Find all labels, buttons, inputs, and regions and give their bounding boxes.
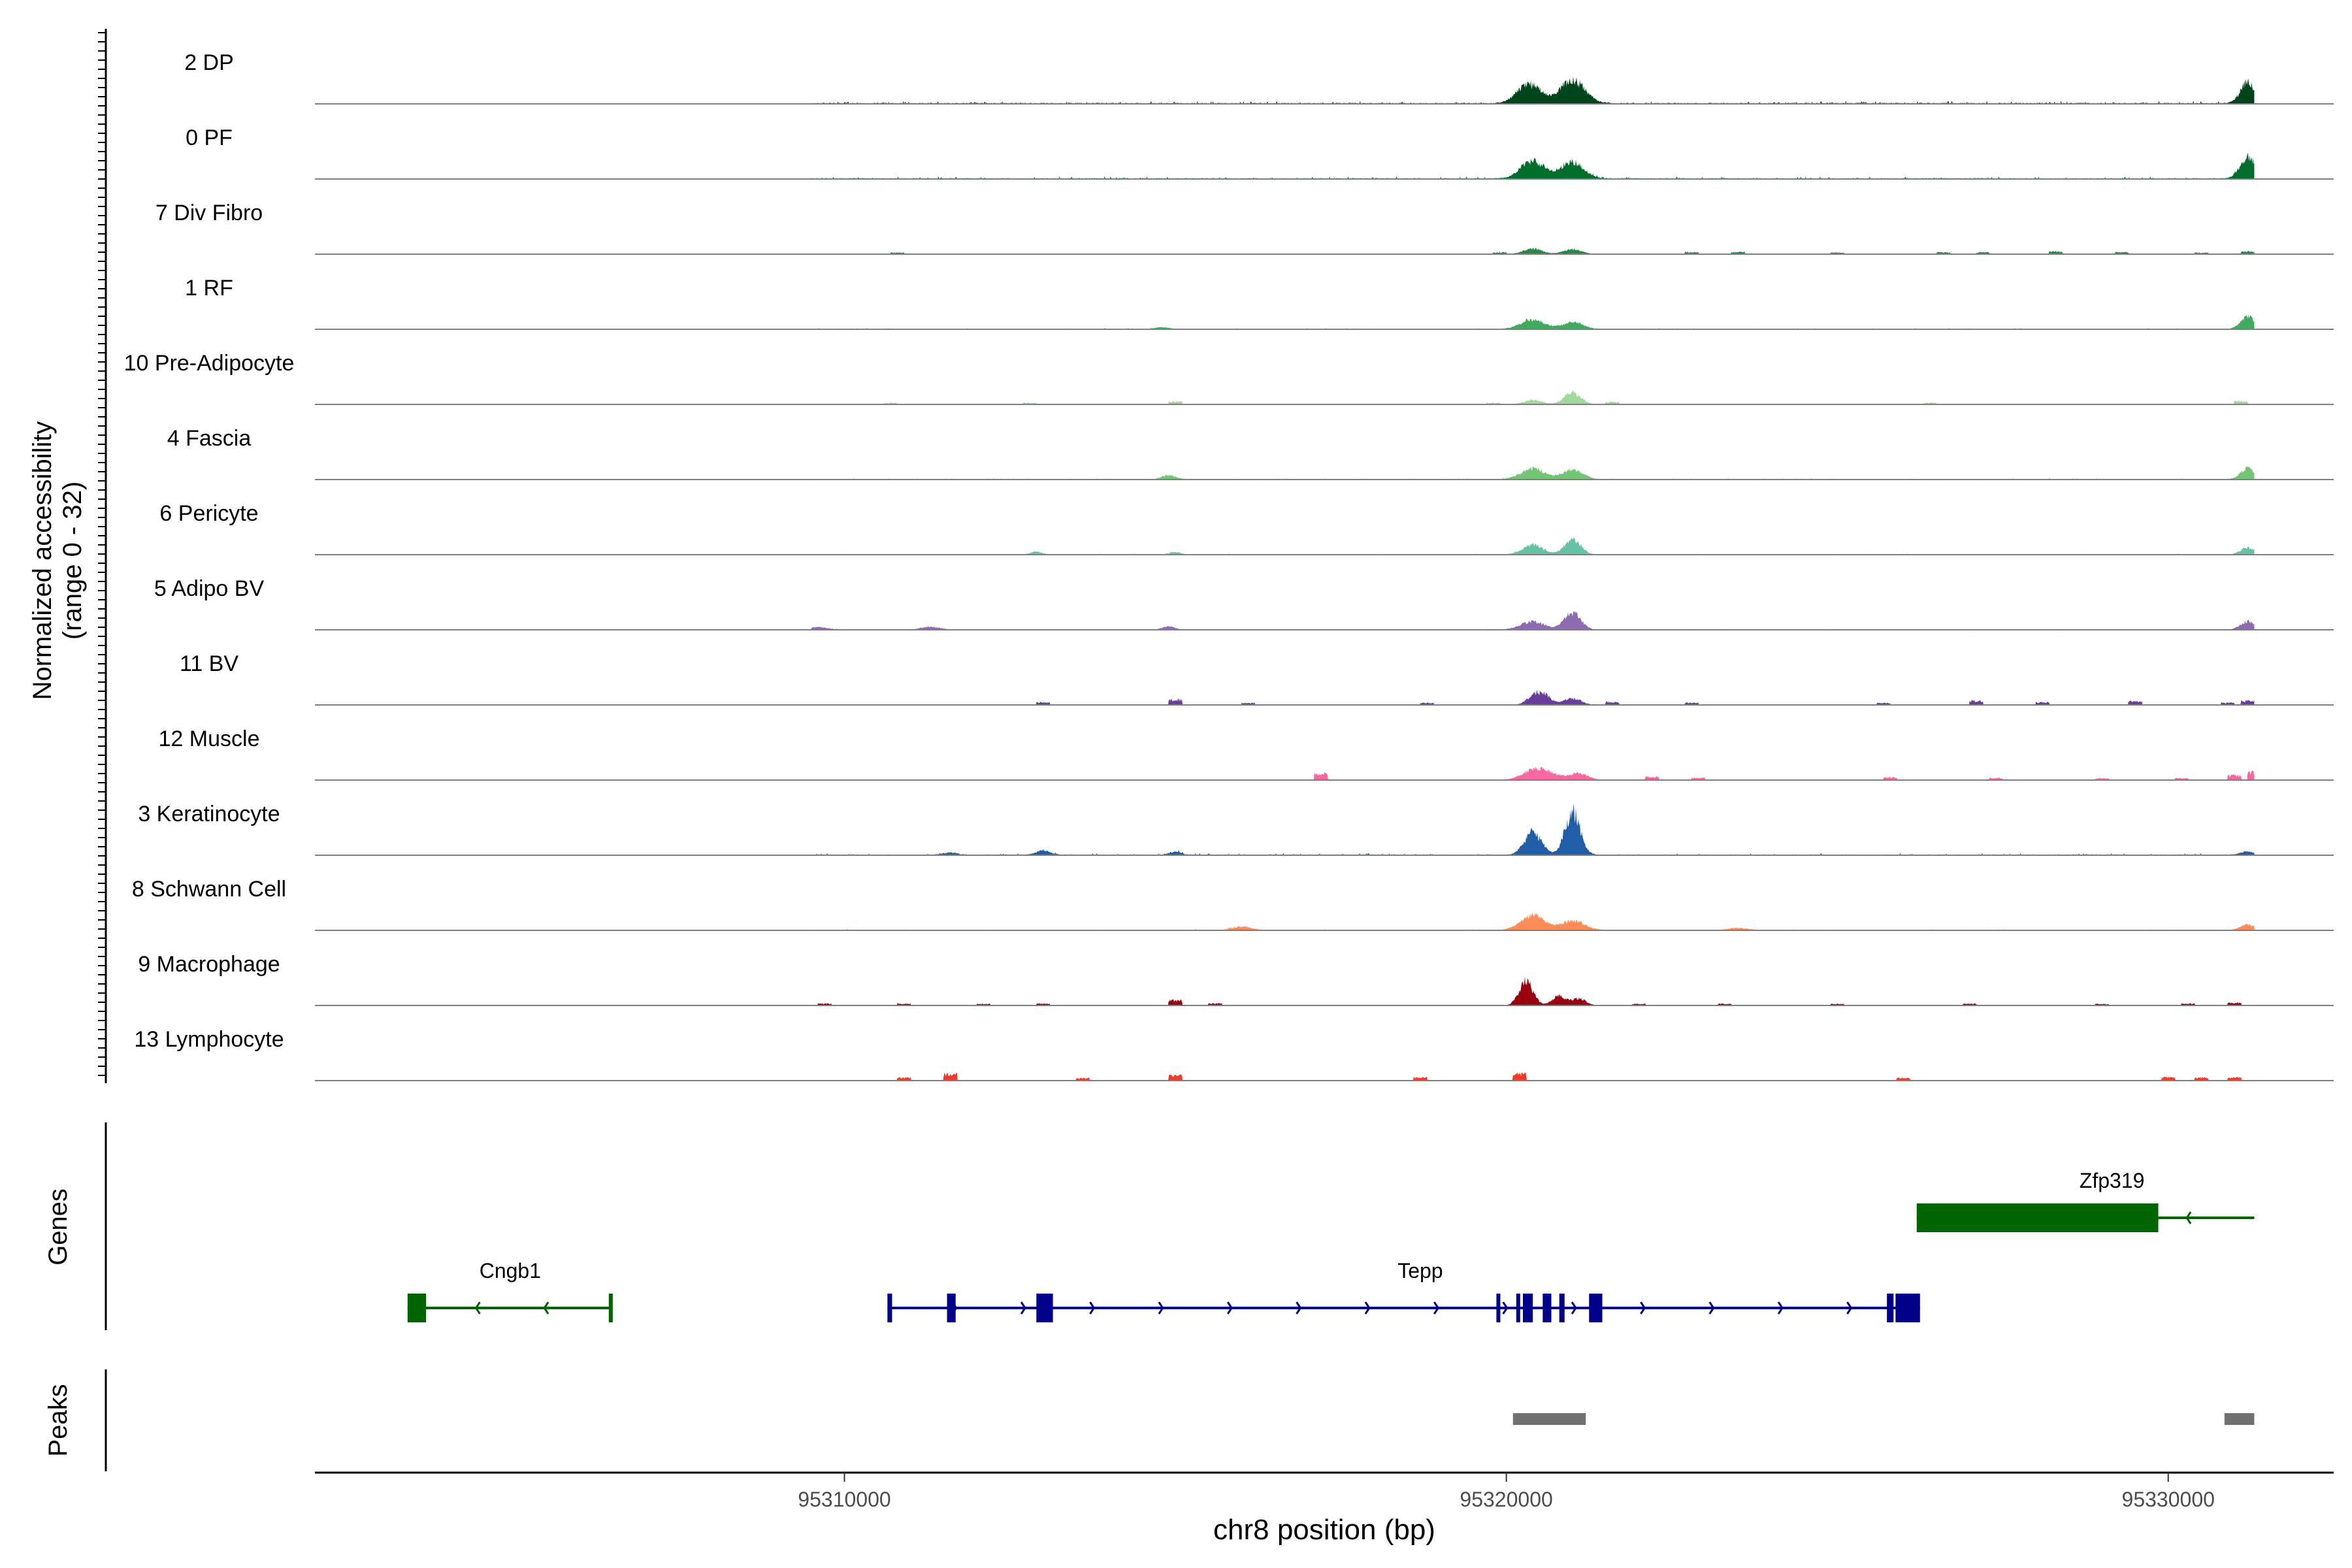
track-11: 8 Schwann Cell <box>132 877 2334 931</box>
strand-arrow <box>1433 1301 1440 1315</box>
y-axis-label-range: (range 0 - 32) <box>58 482 87 640</box>
peak-region <box>2224 1413 2255 1425</box>
gene-label: Tepp <box>1397 1259 1443 1282</box>
track-8: 11 BV <box>180 651 2334 706</box>
strand-arrow <box>543 1301 549 1315</box>
gene-annotation-track: Cngb1 Tepp Zfp319 <box>407 1169 2255 1322</box>
strand-arrow <box>1089 1301 1096 1315</box>
track-10: 3 Keratinocyte <box>138 802 2334 856</box>
coverage-area <box>811 689 2255 705</box>
coverage-area <box>811 611 2255 630</box>
exon <box>608 1294 613 1322</box>
coverage-area <box>811 248 2255 254</box>
coverage-area <box>811 976 2255 1005</box>
track-label: 13 Lymphocyte <box>134 1027 284 1052</box>
strand-arrow <box>1708 1301 1715 1315</box>
gene-cngb1: Cngb1 <box>407 1259 613 1322</box>
track-label: 1 RF <box>185 276 233 301</box>
coverage-area <box>811 76 2255 104</box>
exon <box>1589 1294 1603 1322</box>
track-0: 2 DP <box>184 50 2334 105</box>
track-1: 0 PF <box>186 125 2334 180</box>
exon <box>1559 1294 1565 1322</box>
exon <box>1916 1203 2159 1232</box>
coverage-area <box>811 911 2255 930</box>
x-tick-label: 95320000 <box>1460 1488 1552 1511</box>
genes-panel-label: Genes <box>44 1188 73 1266</box>
strand-arrow <box>1640 1301 1646 1315</box>
track-label: 0 PF <box>186 125 233 150</box>
track-label: 3 Keratinocyte <box>138 802 280 826</box>
coverage-area <box>811 314 2255 329</box>
track-13: 13 Lymphocyte <box>134 1027 2334 1081</box>
track-4: 10 Pre-Adipocyte <box>124 351 2334 405</box>
coverage-area <box>811 389 2255 404</box>
exon <box>407 1294 427 1322</box>
strand-arrow <box>1571 1301 1577 1315</box>
track-label: 11 BV <box>180 651 238 676</box>
y-axis-label: Normalized accessibility <box>28 421 57 700</box>
axes: Normalized accessibility (range 0 - 32) … <box>28 29 2334 1546</box>
track-9: 12 Muscle <box>159 727 2334 781</box>
track-label: 6 Pericyte <box>159 501 258 526</box>
exon <box>947 1294 956 1322</box>
gene-zfp319: Zfp319 <box>1916 1169 2255 1232</box>
coverage-area <box>811 152 2255 179</box>
exon <box>1516 1294 1520 1322</box>
exon <box>1887 1294 1894 1322</box>
track-label: 4 Fascia <box>167 426 252 451</box>
x-axis-label: chr8 position (bp) <box>1213 1514 1435 1546</box>
strand-arrow <box>1020 1301 1026 1315</box>
strand-arrow <box>474 1301 481 1315</box>
peaks-panel-label: Peaks <box>44 1384 73 1456</box>
exon <box>1036 1294 1053 1322</box>
track-7: 5 Adipo BV <box>154 576 2334 630</box>
track-label: 10 Pre-Adipocyte <box>124 351 295 376</box>
gene-label: Cngb1 <box>480 1259 541 1282</box>
peaks-track <box>1512 1413 2255 1425</box>
exon <box>1543 1294 1552 1322</box>
exon <box>887 1294 892 1322</box>
coverage-area <box>811 766 2255 780</box>
x-tick-label: 95330000 <box>2122 1488 2215 1511</box>
track-2: 7 Div Fibro <box>155 201 2334 255</box>
coverage-tracks: 2 DP 0 PF 7 Div Fibro 1 RF 10 Pre-Adipocyte 4… <box>124 50 2334 1081</box>
track-label: 8 Schwann Cell <box>132 877 286 902</box>
strand-arrow <box>1777 1301 1784 1315</box>
track-label: 7 Div Fibro <box>155 201 263 225</box>
track-label: 9 Macrophage <box>138 952 280 977</box>
coverage-area <box>811 466 2255 480</box>
x-tick-label: 95310000 <box>798 1488 890 1511</box>
coverage-area <box>811 803 2255 855</box>
strand-arrow <box>1364 1301 1371 1315</box>
strand-arrow <box>1846 1301 1853 1315</box>
strand-arrow <box>2185 1211 2192 1224</box>
exon <box>1496 1294 1501 1322</box>
gene-label: Zfp319 <box>2080 1169 2145 1192</box>
track-12: 9 Macrophage <box>138 952 2334 1006</box>
track-6: 6 Pericyte <box>159 501 2334 555</box>
track-5: 4 Fascia <box>167 426 2334 480</box>
track-3: 1 RF <box>185 276 2334 330</box>
strand-arrow <box>1226 1301 1233 1315</box>
gene-tepp: Tepp <box>887 1259 1920 1322</box>
strand-arrow <box>1158 1301 1164 1315</box>
track-label: 5 Adipo BV <box>154 576 265 601</box>
exon <box>1522 1294 1533 1322</box>
strand-arrow <box>1296 1301 1302 1315</box>
peak-region <box>1512 1413 1586 1425</box>
coverage-area <box>811 536 2255 555</box>
coverage-area <box>811 1072 2255 1081</box>
exon <box>1895 1294 1920 1322</box>
track-label: 2 DP <box>184 50 234 75</box>
track-label: 12 Muscle <box>159 727 260 751</box>
strand-arrow <box>1502 1301 1509 1315</box>
